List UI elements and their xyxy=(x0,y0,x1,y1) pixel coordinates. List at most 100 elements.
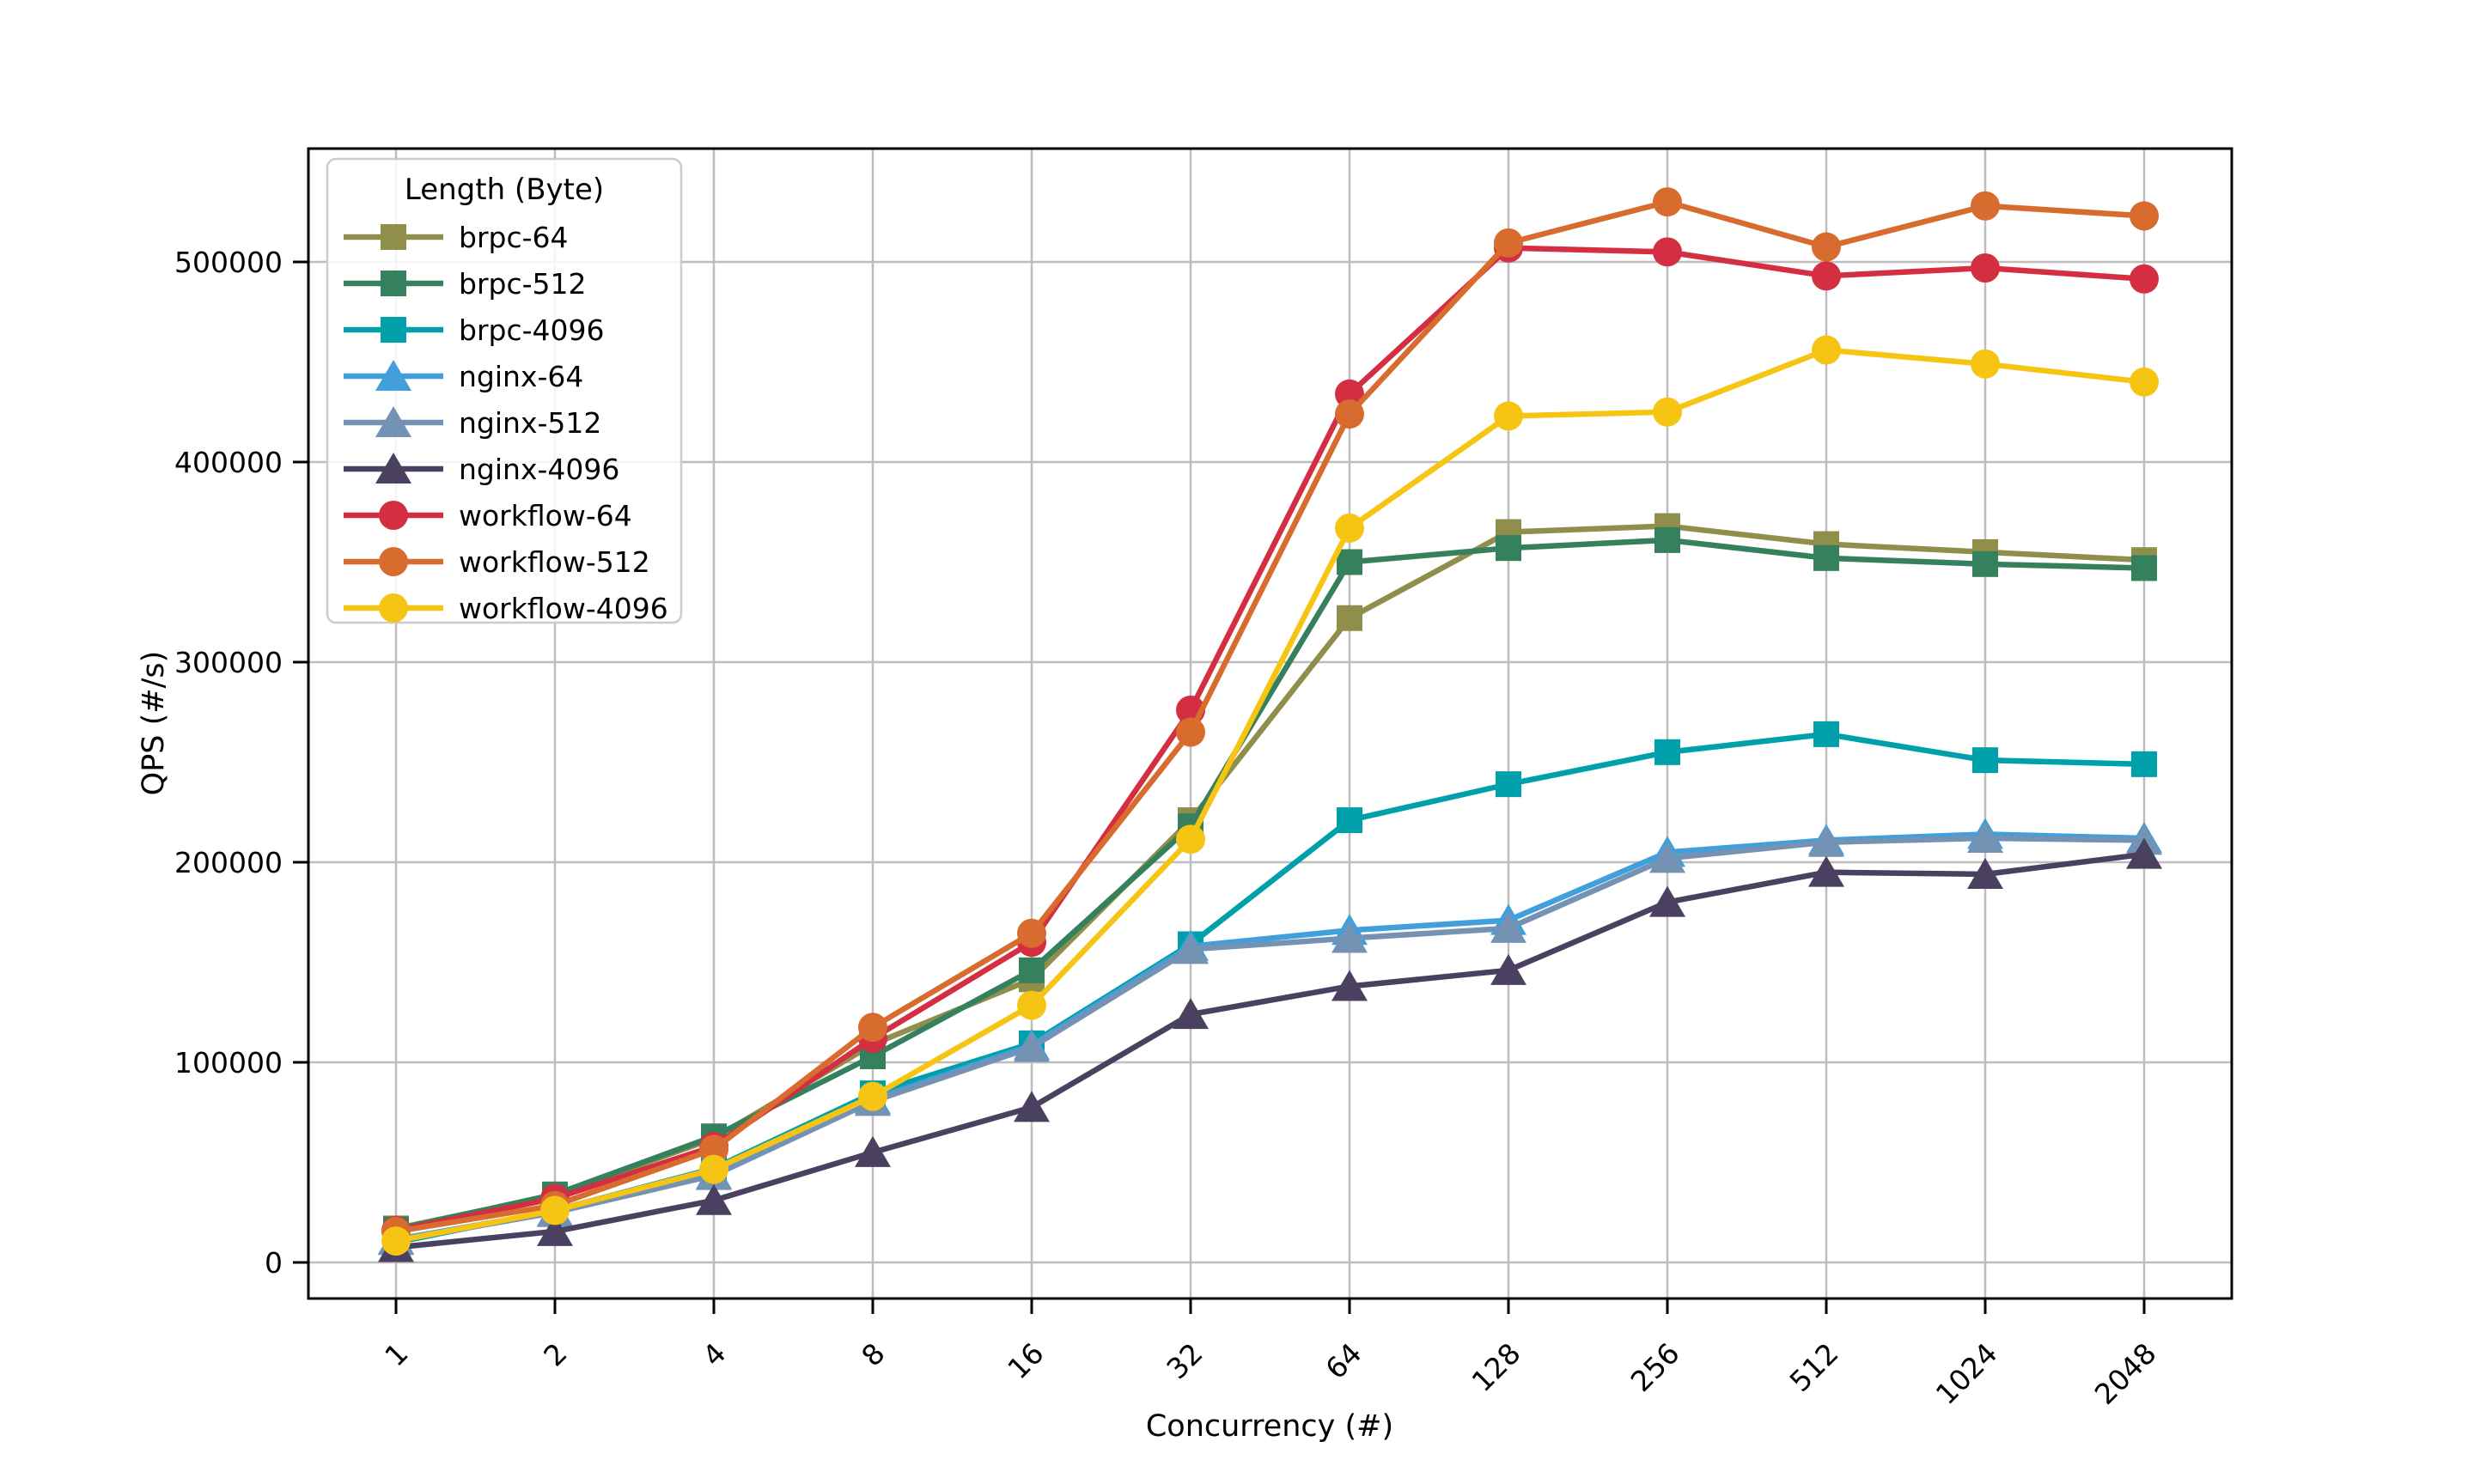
square-marker-icon xyxy=(1337,807,1362,834)
square-marker-icon xyxy=(381,224,406,250)
circle-marker-icon xyxy=(1653,397,1682,427)
x-tick-label: 256 xyxy=(1624,1336,1686,1398)
legend-item-label: brpc-512 xyxy=(459,267,587,301)
legend-item-label: nginx-512 xyxy=(459,406,601,440)
data-series xyxy=(378,187,2162,1262)
triangle-marker-icon xyxy=(1967,857,2003,889)
legend-title: Length (Byte) xyxy=(405,173,604,207)
legend-item-label: workflow-4096 xyxy=(459,592,668,625)
circle-marker-icon xyxy=(540,1195,570,1226)
y-axis-title: QPS (#/s) xyxy=(137,651,171,796)
series-workflow-4096 xyxy=(381,335,2159,1256)
circle-marker-icon xyxy=(858,1013,887,1043)
legend-item-brpc-4096: brpc-4096 xyxy=(344,313,605,347)
square-marker-icon xyxy=(1496,771,1521,798)
circle-marker-icon xyxy=(1017,990,1046,1020)
circle-marker-icon xyxy=(379,593,408,623)
legend-item-nginx-4096: nginx-4096 xyxy=(344,453,619,486)
legend-item-label: brpc-4096 xyxy=(459,313,605,347)
y-tick-label: 200000 xyxy=(174,846,283,879)
x-tick-label: 2048 xyxy=(2088,1336,2163,1411)
legend-item-label: workflow-64 xyxy=(459,499,632,532)
circle-marker-icon xyxy=(1176,717,1205,747)
square-marker-icon xyxy=(1972,747,1998,774)
legend-item-nginx-512: nginx-512 xyxy=(344,406,601,440)
circle-marker-icon xyxy=(1812,335,1841,365)
series-line xyxy=(393,831,2148,1243)
square-marker-icon xyxy=(1337,549,1362,575)
square-marker-icon xyxy=(1813,544,1839,571)
legend: Length (Byte) brpc-64 brpc-512 brpc-4096 ng… xyxy=(326,157,683,625)
y-tick-label: 400000 xyxy=(174,446,283,479)
square-marker-icon xyxy=(1972,550,1998,577)
square-marker-icon xyxy=(1019,957,1045,983)
triangle-marker-icon xyxy=(696,1183,732,1215)
grid-lines xyxy=(308,149,2232,1298)
triangle-marker-icon xyxy=(1808,855,1844,887)
circle-marker-icon xyxy=(1653,187,1682,217)
series-workflow-512 xyxy=(381,187,2159,1246)
square-marker-icon xyxy=(2131,751,2157,777)
triangle-marker-icon xyxy=(2126,837,2162,869)
triangle-marker-icon xyxy=(855,1135,891,1167)
triangle-marker-icon xyxy=(537,1214,573,1246)
series-line xyxy=(393,835,2148,1244)
triangle-marker-icon xyxy=(1331,970,1368,1001)
circle-marker-icon xyxy=(381,1226,411,1256)
circle-marker-icon xyxy=(1653,237,1682,267)
circle-marker-icon xyxy=(858,1081,887,1111)
square-marker-icon xyxy=(381,317,406,343)
square-marker-icon xyxy=(381,271,406,296)
circle-marker-icon xyxy=(1971,349,2000,379)
legend-item-workflow-64: workflow-64 xyxy=(344,499,632,532)
x-tick-label: 2 xyxy=(537,1336,573,1372)
triangle-marker-icon xyxy=(375,453,411,484)
series-nginx-512 xyxy=(378,822,2162,1256)
triangle-marker-icon xyxy=(1649,842,1685,873)
circle-marker-icon xyxy=(1812,261,1841,291)
circle-marker-icon xyxy=(1494,228,1523,258)
y-tick-label: 100000 xyxy=(174,1046,283,1080)
legend-items: brpc-64 brpc-512 brpc-4096 nginx-64 nginx-51… xyxy=(344,221,668,625)
square-marker-icon xyxy=(1337,605,1362,631)
circle-marker-icon xyxy=(1335,513,1364,543)
axis-ticks xyxy=(293,260,2146,1314)
series-line xyxy=(393,851,2148,1250)
x-tick-label: 8 xyxy=(855,1336,891,1372)
triangle-marker-icon xyxy=(375,406,411,437)
x-tick-label: 32 xyxy=(1160,1336,1209,1385)
x-tick-label: 64 xyxy=(1319,1336,1368,1385)
circle-marker-icon xyxy=(699,1154,728,1184)
circle-marker-icon xyxy=(2130,264,2159,294)
y-tick-label: 300000 xyxy=(174,646,283,679)
triangle-marker-icon xyxy=(1490,953,1526,985)
triangle-marker-icon xyxy=(1014,1091,1050,1122)
legend-box xyxy=(326,157,683,624)
square-marker-icon xyxy=(1813,721,1839,747)
circle-marker-icon xyxy=(379,501,408,530)
circle-marker-icon xyxy=(699,1134,728,1165)
square-marker-icon xyxy=(1654,739,1680,765)
legend-item-label: brpc-64 xyxy=(459,221,569,254)
plot-frame xyxy=(307,147,2233,1300)
series-nginx-4096 xyxy=(378,837,2162,1262)
circle-marker-icon xyxy=(1971,191,2000,221)
triangle-marker-icon xyxy=(1331,921,1368,953)
series-line xyxy=(393,198,2148,1235)
legend-item-brpc-512: brpc-512 xyxy=(344,267,587,301)
legend-item-workflow-4096: workflow-4096 xyxy=(344,592,668,625)
circle-marker-icon xyxy=(2130,201,2159,231)
x-axis-title: Concurrency (#) xyxy=(1146,1409,1393,1444)
x-tick-labels: 1 2 4 8 16 32 64 128 256 512 1024 2048 xyxy=(378,1336,2162,1411)
series-line xyxy=(393,347,2148,1244)
x-tick-label: 128 xyxy=(1466,1336,1527,1398)
circle-marker-icon xyxy=(1335,379,1364,409)
circle-marker-icon xyxy=(1335,399,1364,429)
triangle-marker-icon xyxy=(1967,822,2003,854)
x-tick-label: 1024 xyxy=(1929,1336,2004,1411)
square-marker-icon xyxy=(1496,535,1521,562)
triangle-marker-icon xyxy=(1649,885,1685,917)
square-marker-icon xyxy=(1654,526,1680,553)
